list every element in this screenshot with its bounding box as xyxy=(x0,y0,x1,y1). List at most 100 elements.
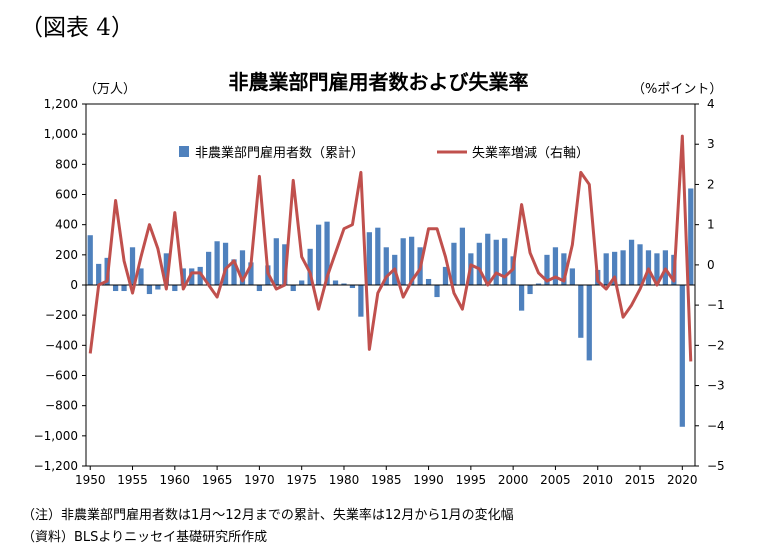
bar-1975 xyxy=(299,280,305,285)
left-tick-label: 0 xyxy=(70,278,78,292)
x-axis-ticks: 1950 1955 1960 1965 1970 1975 1980 1985 1990 1995… xyxy=(75,466,698,487)
bar-2020 xyxy=(679,285,685,427)
right-tick-label: 4 xyxy=(707,97,715,111)
right-axis-ticks: 4 3 2 1 0 −1 −2 −3 −4 −5 xyxy=(695,97,725,473)
left-tick-label: 1,000 xyxy=(44,127,78,141)
bar-1955 xyxy=(129,247,136,285)
x-tick-label: 2000 xyxy=(498,473,529,487)
x-tick-label: 1990 xyxy=(413,473,444,487)
right-tick-label: −1 xyxy=(707,298,725,312)
bar-1954 xyxy=(121,285,127,292)
bar-2013 xyxy=(620,250,626,285)
left-tick-label: −600 xyxy=(45,369,78,383)
bar-1982 xyxy=(358,285,364,317)
line-series xyxy=(88,134,693,362)
x-tick-label: 2010 xyxy=(582,473,613,487)
left-tick-label: −200 xyxy=(45,308,78,322)
left-tick-label: −1,200 xyxy=(34,459,78,473)
bar-1974 xyxy=(290,285,296,292)
bar-1979 xyxy=(332,280,339,285)
left-axis-ticks: 1,200 1,000 800 600 400 200 0 −200 −400 −600 −800 −… xyxy=(34,97,86,473)
bar-2012 xyxy=(612,251,618,285)
bar-1967 xyxy=(231,259,237,285)
bar-1973 xyxy=(282,244,288,285)
bar-2005 xyxy=(552,247,559,285)
left-tick-label: 1,200 xyxy=(44,97,78,111)
left-tick-label: 600 xyxy=(55,188,78,202)
right-tick-label: 2 xyxy=(707,177,715,191)
bar-2004 xyxy=(544,254,550,285)
bar-1998 xyxy=(493,239,499,285)
unemployment-change-line xyxy=(88,134,693,362)
left-tick-label: −800 xyxy=(45,399,78,413)
footnote: （注）非農業部門雇用者数は1月～12月までの累計、失業率は12月から1月の変化幅 xyxy=(22,508,514,523)
legend-line-label: 失業率増減（右軸） xyxy=(472,145,589,161)
bar-1983 xyxy=(366,232,372,285)
bar-2009 xyxy=(586,285,592,361)
legend-bar-label: 非農業部門雇用者数（累計） xyxy=(195,145,364,161)
left-tick-label: 800 xyxy=(55,157,78,171)
x-tick-label: 2015 xyxy=(625,473,656,487)
bar-1958 xyxy=(155,285,161,290)
x-tick-label: 2005 xyxy=(540,473,571,487)
right-axis-unit: （%ポイント） xyxy=(632,82,723,97)
bar-1994 xyxy=(459,227,466,285)
bar-1991 xyxy=(434,285,440,298)
bar-1980 xyxy=(341,283,347,285)
bar-1964 xyxy=(206,251,212,285)
bar-1966 xyxy=(222,242,229,285)
bar-2015 xyxy=(637,244,643,285)
bar-series xyxy=(87,188,694,427)
left-tick-label: −1,000 xyxy=(34,429,78,443)
bar-1985 xyxy=(383,247,389,285)
bar-1993 xyxy=(451,242,457,285)
bar-1977 xyxy=(315,224,322,285)
bar-1962 xyxy=(189,268,195,285)
bar-1959 xyxy=(163,253,169,285)
left-tick-label: 400 xyxy=(55,218,78,232)
bar-2014 xyxy=(628,239,635,285)
bar-1972 xyxy=(273,238,279,285)
bar-1997 xyxy=(485,233,491,285)
bar-1951 xyxy=(96,263,102,285)
bar-1988 xyxy=(409,236,415,285)
right-tick-label: 1 xyxy=(707,218,715,232)
left-tick-label: 200 xyxy=(55,248,78,262)
bar-1981 xyxy=(349,285,356,289)
bar-1990 xyxy=(425,278,432,285)
bar-2008 xyxy=(578,285,584,338)
x-tick-label: 1975 xyxy=(286,473,317,487)
bar-1999 xyxy=(502,238,508,285)
x-tick-label: 1970 xyxy=(244,473,275,487)
left-axis-unit: （万人） xyxy=(84,82,137,97)
x-tick-label: 1995 xyxy=(456,473,487,487)
figure-label: （図表 4） xyxy=(20,15,134,41)
bar-2003 xyxy=(535,283,542,285)
right-tick-label: −5 xyxy=(707,459,725,473)
bar-1957 xyxy=(146,285,153,295)
bar-1984 xyxy=(375,227,381,285)
bar-1969 xyxy=(248,262,254,286)
bar-1963 xyxy=(197,266,203,285)
right-tick-label: 0 xyxy=(707,258,715,272)
x-tick-label: 1955 xyxy=(117,473,148,487)
bar-2021 xyxy=(688,188,694,285)
bar-1956 xyxy=(138,268,144,285)
bar-2007 xyxy=(569,268,575,285)
x-tick-label: 1980 xyxy=(329,473,360,487)
bar-1965 xyxy=(214,241,220,285)
bar-1953 xyxy=(112,285,119,292)
x-tick-label: 1985 xyxy=(371,473,402,487)
x-tick-label: 1950 xyxy=(75,473,106,487)
legend-bar-swatch xyxy=(179,146,189,157)
bar-1970 xyxy=(256,285,263,292)
bar-1968 xyxy=(239,250,246,285)
bar-2002 xyxy=(527,285,533,295)
bar-1992 xyxy=(442,266,449,285)
bar-1976 xyxy=(307,248,313,285)
x-tick-label: 2020 xyxy=(667,473,698,487)
x-tick-label: 1965 xyxy=(202,473,233,487)
right-tick-label: −4 xyxy=(707,419,725,433)
source-note: （資料）BLSよりニッセイ基礎研究所作成 xyxy=(22,530,268,545)
